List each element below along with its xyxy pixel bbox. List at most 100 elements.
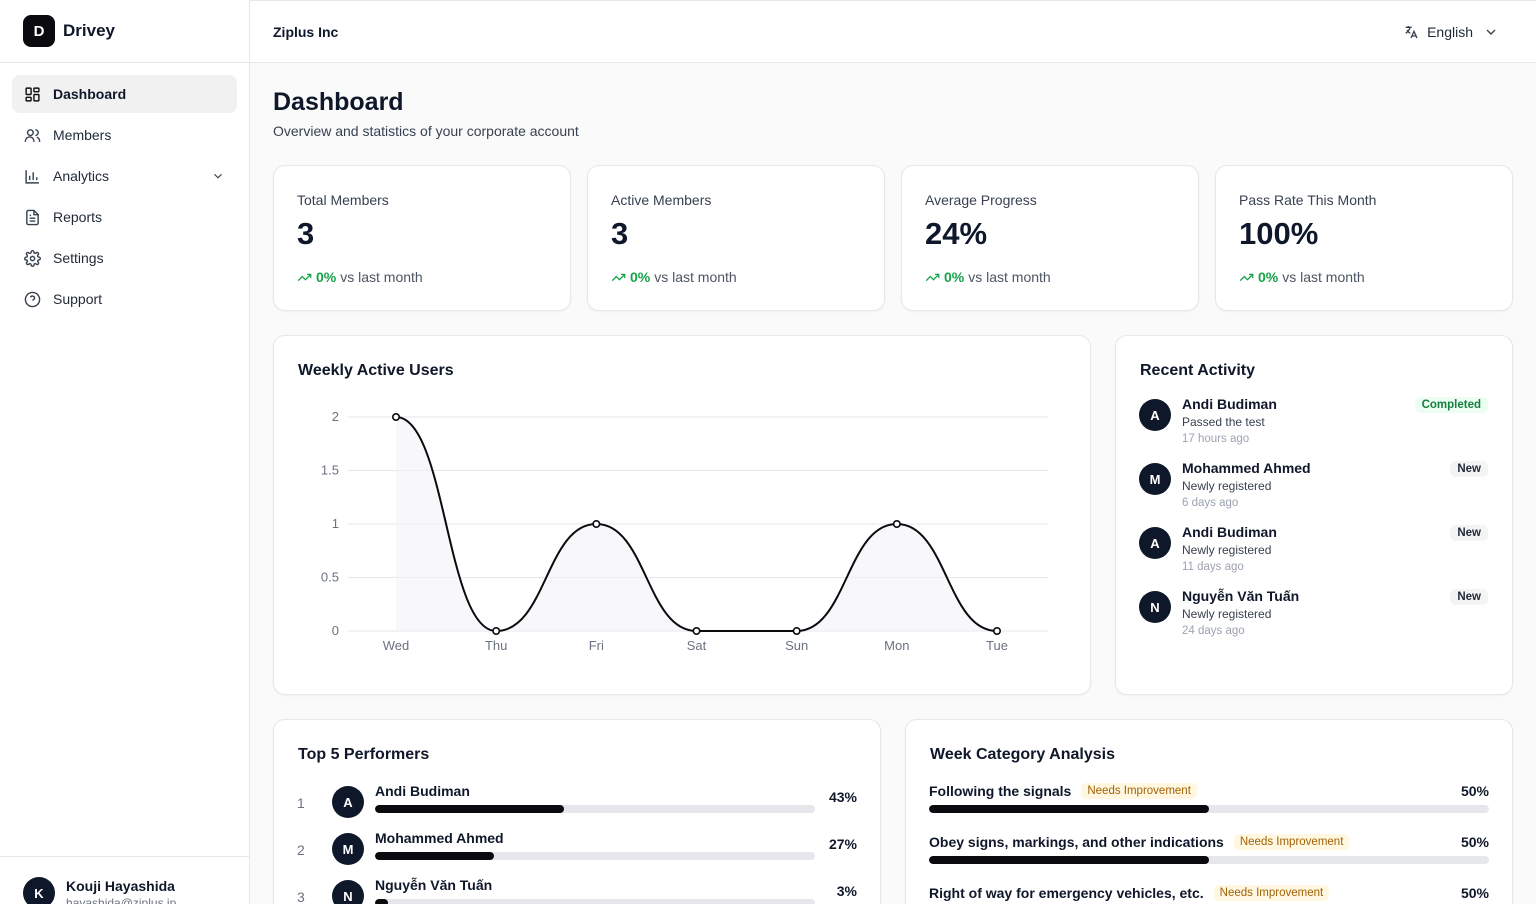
category-percent: 50%	[1460, 834, 1489, 850]
category-row[interactable]: Right of way for emergency vehicles, etc…	[929, 885, 1489, 904]
activity-user-name: Andi Budiman	[1182, 396, 1277, 412]
data-point	[592, 520, 601, 529]
stat-change-suffix: vs last month	[968, 269, 1051, 285]
stat-value: 100%	[1239, 216, 1319, 251]
status-badge: New	[1450, 525, 1488, 541]
stat-change: 0% vs last month	[611, 269, 737, 285]
category-percent: 50%	[1460, 885, 1489, 901]
data-point	[392, 413, 401, 422]
avatar: N	[332, 880, 364, 904]
sidebar-item-dashboard[interactable]: Dashboard	[12, 75, 237, 113]
activity-item[interactable]: A Andi Budiman Newly registered 11 days …	[1139, 524, 1488, 583]
stat-change: 0% vs last month	[1239, 269, 1365, 285]
performer-percent: 27%	[828, 836, 857, 852]
document-icon	[26, 209, 39, 225]
activity-time: 11 days ago	[1182, 561, 1244, 573]
data-point	[792, 626, 801, 635]
sidebar-item-support[interactable]: Support	[12, 280, 237, 318]
categories-title: Week Category Analysis	[930, 746, 1115, 763]
brand-logo: D	[23, 15, 55, 47]
trending-up-icon	[1239, 273, 1254, 281]
chevron-down-icon[interactable]	[211, 169, 225, 183]
sidebar-nav: Dashboard Members Analytics Reports Sett…	[0, 63, 249, 333]
stat-change-suffix: vs last month	[340, 269, 423, 285]
avatar: N	[1139, 591, 1171, 623]
stat-card-active-members: Active Members 3 0% vs last month	[587, 165, 885, 311]
top-performers-card: Top 5 Performers 1 A Andi Budiman 43% 2 …	[273, 719, 881, 904]
performers-title: Top 5 Performers	[298, 746, 430, 763]
stat-value: 3	[297, 216, 315, 251]
stat-change-pct: 0%	[1258, 269, 1279, 285]
performer-name: Mohammed Ahmed	[375, 830, 504, 846]
activity-item[interactable]: N Nguyễn Văn Tuấn Newly registered 24 da…	[1139, 588, 1488, 647]
x-tick-label: Wed	[383, 638, 410, 653]
brand-name: Drivey	[63, 21, 115, 40]
y-tick-label: 1.5	[321, 463, 339, 478]
avatar: M	[1139, 463, 1171, 495]
category-row[interactable]: Following the signals Needs Improvement 5…	[929, 783, 1489, 829]
recent-activity-card: Recent Activity A Andi Budiman Passed th…	[1115, 335, 1513, 695]
language-label: English	[1427, 23, 1473, 40]
category-progress-bar	[929, 805, 1489, 813]
top-header: Ziplus Inc English	[250, 0, 1536, 63]
stat-change-pct: 0%	[630, 269, 651, 285]
activity-item[interactable]: A Andi Budiman Passed the test 17 hours …	[1139, 396, 1488, 455]
activity-time: 24 days ago	[1182, 625, 1245, 637]
x-tick-label: Mon	[884, 638, 909, 653]
brand[interactable]: D Drivey	[0, 0, 249, 63]
activity-description: Newly registered	[1182, 479, 1272, 493]
activity-time: 17 hours ago	[1182, 433, 1250, 445]
category-row[interactable]: Obey signs, markings, and other indicati…	[929, 834, 1489, 880]
performer-row[interactable]: 2 M Mohammed Ahmed 27%	[297, 830, 857, 870]
category-name: Following the signals	[929, 783, 1072, 799]
user-profile[interactable]: K Kouji Hayashida hayashida@ziplus.jp	[0, 856, 249, 904]
company-name: Ziplus Inc	[273, 23, 339, 40]
gear-icon	[24, 249, 41, 267]
category-percent: 50%	[1460, 783, 1489, 799]
stat-change-suffix: vs last month	[1282, 269, 1365, 285]
category-name: Obey signs, markings, and other indicati…	[929, 834, 1224, 850]
avatar: A	[332, 786, 364, 818]
performer-progress-bar	[375, 805, 815, 813]
dashboard-icon	[25, 86, 40, 102]
performer-row[interactable]: 1 A Andi Budiman 43%	[297, 783, 857, 823]
data-point	[492, 626, 501, 635]
category-progress-fill	[929, 805, 1209, 813]
status-badge: New	[1450, 589, 1488, 605]
sidebar-item-analytics[interactable]: Analytics	[12, 157, 237, 195]
performer-progress-fill	[375, 805, 565, 813]
stat-label: Average Progress	[925, 192, 1037, 208]
help-circle-icon	[24, 291, 41, 307]
status-badge: Needs Improvement	[1081, 783, 1197, 799]
performer-name: Nguyễn Văn Tuấn	[375, 877, 493, 893]
sidebar-item-settings[interactable]: Settings	[12, 239, 237, 277]
user-email: hayashida@ziplus.jp	[66, 896, 177, 904]
activity-description: Passed the test	[1182, 415, 1265, 429]
activity-user-name: Mohammed Ahmed	[1182, 460, 1311, 476]
stat-change-pct: 0%	[316, 269, 337, 285]
x-tick-label: Thu	[485, 638, 507, 653]
activity-description: Newly registered	[1182, 607, 1272, 621]
sidebar-item-reports[interactable]: Reports	[12, 198, 237, 236]
avatar: M	[332, 833, 364, 865]
performer-progress-bar	[375, 852, 815, 860]
stat-value: 24%	[925, 216, 988, 251]
category-analysis-card: Week Category Analysis Following the sig…	[905, 719, 1513, 904]
stat-change-suffix: vs last month	[654, 269, 737, 285]
performer-progress-fill	[375, 852, 494, 860]
data-point	[692, 626, 701, 635]
sidebar-item-members[interactable]: Members	[12, 116, 237, 154]
avatar: A	[1139, 399, 1171, 431]
performer-progress-fill	[375, 899, 389, 904]
sidebar-item-label: Members	[53, 127, 112, 143]
status-badge: Completed	[1414, 397, 1488, 413]
performer-name: Andi Budiman	[375, 783, 470, 799]
y-tick-label: 2	[332, 409, 339, 424]
language-selector[interactable]: English	[1403, 24, 1513, 40]
performer-row[interactable]: 3 N Nguyễn Văn Tuấn 3%	[297, 877, 857, 904]
bar-chart-icon	[25, 169, 39, 184]
category-progress-bar	[929, 856, 1489, 864]
activity-item[interactable]: M Mohammed Ahmed Newly registered 6 days…	[1139, 460, 1488, 519]
performer-rank: 2	[297, 842, 305, 858]
sidebar: D Drivey Dashboard Members Analytics Rep…	[0, 0, 250, 904]
